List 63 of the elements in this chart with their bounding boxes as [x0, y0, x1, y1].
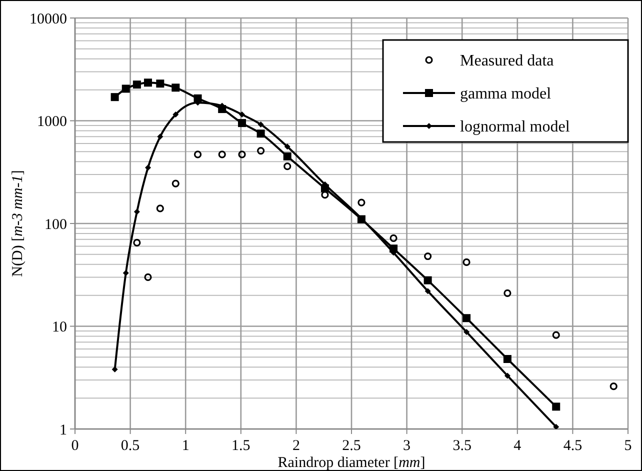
y-tick-label: 10 — [52, 320, 67, 336]
x-tick-label: 2 — [292, 438, 300, 454]
point — [321, 191, 329, 199]
y-tick-label: 1 — [60, 422, 67, 438]
x-tick-label: 0 — [71, 438, 79, 454]
point — [132, 80, 141, 89]
x-tick-label: 1.5 — [232, 438, 250, 454]
point — [144, 164, 151, 171]
point — [156, 204, 164, 212]
x-tick-label: 2.5 — [342, 438, 361, 454]
x-axis-title: Raindrop diameter [mm] — [278, 455, 426, 471]
point — [110, 93, 119, 102]
x-tick-label: 0.5 — [120, 438, 140, 454]
point — [172, 180, 180, 188]
point — [464, 328, 470, 335]
x-tick-label: 1 — [182, 438, 190, 454]
point — [218, 150, 226, 158]
point — [504, 289, 512, 297]
x-tick-label: 4.5 — [563, 438, 582, 454]
legend-label: Measured data — [460, 52, 554, 70]
point — [256, 130, 265, 138]
x-tick-label: 3 — [403, 438, 411, 454]
point — [553, 424, 560, 429]
point — [284, 144, 290, 150]
point — [258, 121, 264, 128]
point — [238, 150, 246, 158]
point — [112, 366, 118, 372]
y-tick-label: 1000 — [37, 114, 67, 130]
point — [157, 134, 164, 140]
point — [552, 331, 560, 339]
point — [133, 238, 141, 247]
x-tick-label: 4 — [514, 438, 522, 454]
legend-label: lognormal model — [460, 118, 570, 136]
point — [194, 150, 202, 158]
point — [257, 146, 265, 155]
point — [144, 273, 152, 282]
point — [424, 288, 431, 294]
point — [503, 355, 512, 363]
point — [424, 252, 432, 260]
point — [238, 119, 246, 128]
point — [156, 80, 164, 88]
point — [424, 276, 432, 284]
point — [358, 198, 366, 206]
y-tick-label: 100 — [44, 216, 67, 233]
point — [283, 152, 292, 160]
point — [504, 372, 510, 379]
point — [172, 112, 179, 118]
x-tick-label: 3.5 — [452, 438, 472, 454]
point — [144, 78, 152, 87]
x-tick-label: 5 — [624, 438, 632, 454]
point — [172, 84, 180, 92]
point — [552, 402, 560, 411]
point — [610, 382, 618, 390]
point — [462, 258, 470, 266]
point — [284, 162, 292, 170]
legend-label: gamma model — [460, 86, 552, 103]
y-axis-title: N(D) [m-3 mm-1] — [10, 170, 26, 277]
point — [239, 112, 246, 118]
y-tick-label: 10000 — [30, 11, 67, 28]
point — [134, 208, 140, 215]
point — [462, 314, 471, 322]
point — [122, 84, 130, 93]
point — [390, 234, 398, 242]
